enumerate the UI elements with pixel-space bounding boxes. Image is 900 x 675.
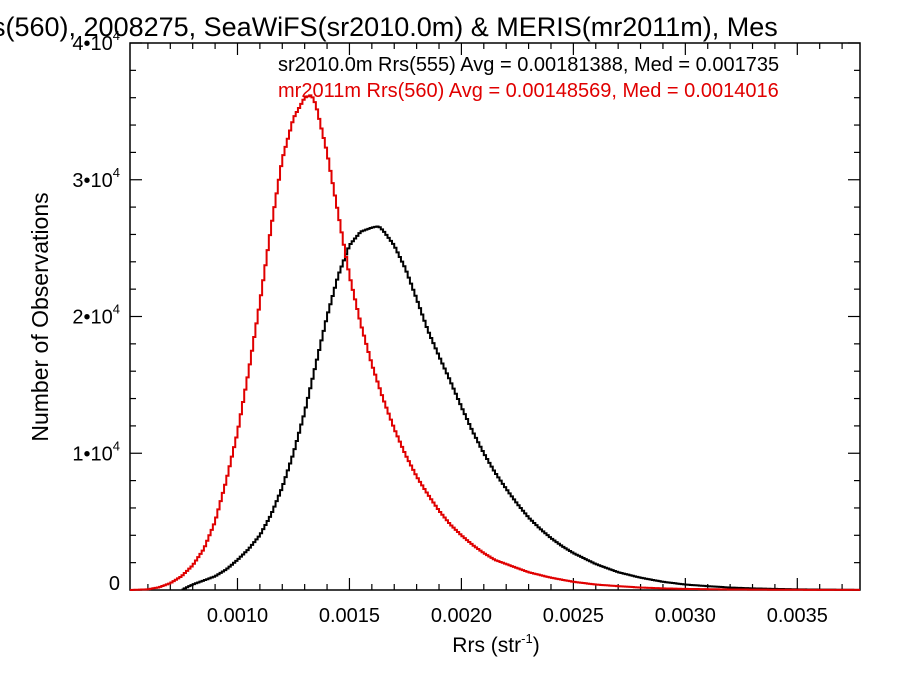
plot-frame <box>129 42 861 591</box>
x-axis-label-exponent: -1 <box>521 631 533 646</box>
x-tick-label: 0.0025 <box>543 605 604 627</box>
series-line-seawifs <box>181 225 860 591</box>
x-tick-label: 0.0010 <box>207 605 268 627</box>
y-tick-label: 2•104 <box>72 302 120 329</box>
y-axis-label: Number of Observations <box>27 192 53 441</box>
y-axis-ticks: 0 1•104 2•104 3•104 4•104 <box>72 28 860 595</box>
x-tick-label: 0.0020 <box>431 605 492 627</box>
x-axis-ticks: 0.0010 0.0015 0.0020 0.0025 0.0030 0.0035 <box>147 43 843 627</box>
series-annotation: sr2010.0m Rrs(555) Avg = 0.00181388, Med… <box>278 54 779 76</box>
y-tick-label: 1•104 <box>72 438 120 465</box>
series-annotations: sr2010.0m Rrs(555) Avg = 0.00181388, Med… <box>278 54 779 102</box>
x-axis-label: Rrs (str-1) <box>452 631 539 657</box>
series-group <box>130 94 860 591</box>
x-tick-label: 0.0030 <box>655 605 716 627</box>
y-tick-label: 3•104 <box>72 165 120 192</box>
x-axis-label-text: Rrs (str <box>452 634 521 657</box>
y-tick-label: 0 <box>109 573 120 595</box>
plot-border <box>129 42 861 591</box>
chart-title: s(560), 2008275, SeaWiFS(sr2010.0m) & ME… <box>0 12 778 42</box>
y-tick-label: 4•104 <box>72 28 120 55</box>
series-annotation: mr2011m Rrs(560) Avg = 0.00148569, Med =… <box>278 80 779 102</box>
x-axis-label-close: ) <box>533 634 540 657</box>
x-tick-label: 0.0015 <box>319 605 380 627</box>
series-line-meris <box>130 94 860 591</box>
x-tick-label: 0.0035 <box>767 605 828 627</box>
